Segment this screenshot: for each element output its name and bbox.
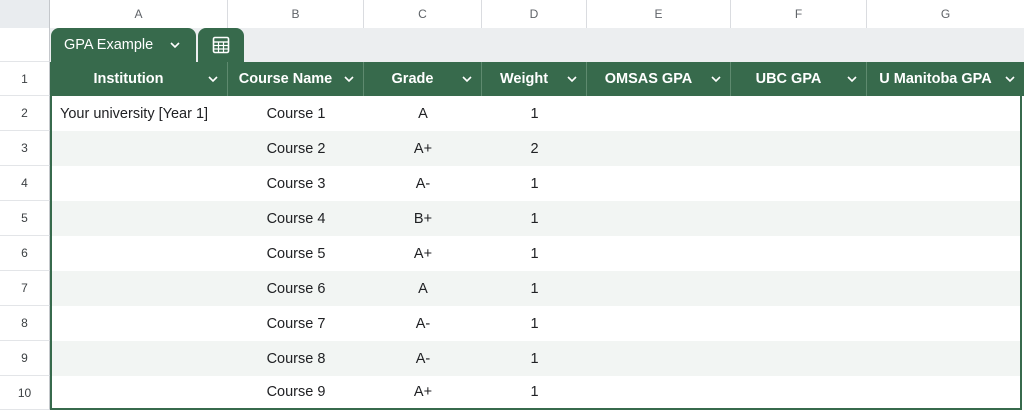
header-grade-label: Grade [391,71,434,87]
chevron-down-icon[interactable] [566,73,578,85]
row-header-4[interactable]: 4 [0,166,50,201]
cell-grade[interactable]: A- [415,315,431,332]
column-header-e[interactable]: E [587,0,731,28]
table-row: Course 4 B+ 1 [52,201,1022,236]
row-header-1[interactable]: 1 [0,62,50,96]
table-name-tab[interactable]: GPA Example [51,28,196,62]
chevron-down-icon[interactable] [710,73,722,85]
table-row: Course 3 A- 1 [52,166,1022,201]
column-header-f[interactable]: F [731,0,867,28]
row-header-blank [0,28,50,62]
cell-course-name[interactable]: Course 4 [266,210,326,227]
row-header-10[interactable]: 10 [0,376,50,410]
cell-course-name[interactable]: Course 6 [266,280,326,297]
header-ubc-gpa[interactable]: UBC GPA [731,62,867,96]
header-institution-label: Institution [93,71,164,87]
header-institution[interactable]: Institution [50,62,228,96]
cell-weight[interactable]: 1 [530,350,539,367]
table-row: Course 7 A- 1 [52,306,1022,341]
table-row: Course 2 A+ 2 [52,131,1022,166]
cell-grade[interactable]: A- [415,350,431,367]
table-row: Course 5 A+ 1 [52,236,1022,271]
row-header-9[interactable]: 9 [0,341,50,376]
cell-course-name[interactable]: Course 1 [266,105,326,122]
table-row: Course 6 A 1 [52,271,1022,306]
cell-weight[interactable]: 1 [530,384,539,400]
table-outline [50,62,1022,410]
header-weight-label: Weight [499,71,549,87]
row-header-5[interactable]: 5 [0,201,50,236]
header-omsas-gpa[interactable]: OMSAS GPA [587,62,731,96]
cell-weight[interactable]: 1 [530,315,539,332]
table-name-label: GPA Example [64,37,154,53]
table-row: Your university [Year 1] Course 1 A 1 [52,96,1022,131]
row-header-3[interactable]: 3 [0,131,50,166]
row-header-7[interactable]: 7 [0,271,50,306]
cell-course-name[interactable]: Course 3 [266,175,326,192]
cell-grade[interactable]: A- [415,175,431,192]
chevron-down-icon[interactable] [343,73,355,85]
table-row: Course 8 A- 1 [52,341,1022,376]
cell-course-name[interactable]: Course 7 [266,315,326,332]
cell-grade[interactable]: A [418,280,428,297]
chevron-down-icon[interactable] [461,73,473,85]
table-header-row: Institution Course Name Grade Weight OMS… [50,62,1024,96]
table-name-band [50,28,1024,62]
column-header-c[interactable]: C [364,0,482,28]
cell-weight[interactable]: 2 [530,140,539,157]
header-ubc-gpa-label: UBC GPA [755,71,822,87]
cell-grade[interactable]: A+ [413,245,433,262]
column-header-a[interactable]: A [50,0,228,28]
cell-weight[interactable]: 1 [530,175,539,192]
row-header-6[interactable]: 6 [0,236,50,271]
table-view-button[interactable] [198,28,244,62]
column-header-bar: A B C D E F G [0,0,1024,29]
cell-course-name[interactable]: Course 2 [266,140,326,157]
cell-grade[interactable]: A+ [413,140,433,157]
row-header-2[interactable]: 2 [0,96,50,131]
chevron-down-icon[interactable] [846,73,858,85]
cell-course-name[interactable]: Course 5 [266,245,326,262]
header-u-manitoba-gpa[interactable]: U Manitoba GPA [867,62,1024,96]
header-course-name-label: Course Name [238,71,333,87]
header-u-manitoba-gpa-label: U Manitoba GPA [879,71,992,87]
table-view-icon [212,36,230,54]
cell-institution[interactable]: Your university [Year 1] [60,105,209,122]
header-weight[interactable]: Weight [482,62,587,96]
column-header-b[interactable]: B [228,0,364,28]
column-header-d[interactable]: D [482,0,587,28]
cell-weight[interactable]: 1 [530,210,539,227]
cell-weight[interactable]: 1 [530,105,539,122]
cell-grade[interactable]: B+ [413,210,433,227]
cell-weight[interactable]: 1 [530,280,539,297]
table-row: Course 9 A+ 1 [52,376,1022,408]
select-all-corner[interactable] [0,0,50,28]
cell-grade[interactable]: A [418,105,428,122]
cell-course-name[interactable]: Course 9 [266,384,326,400]
header-omsas-gpa-label: OMSAS GPA [604,71,693,87]
column-header-g[interactable]: G [940,7,951,21]
header-grade[interactable]: Grade [364,62,482,96]
cell-grade[interactable]: A+ [413,384,433,400]
chevron-down-icon[interactable] [1004,73,1016,85]
header-course-name[interactable]: Course Name [228,62,364,96]
cell-course-name[interactable]: Course 8 [266,350,326,367]
row-header-8[interactable]: 8 [0,306,50,341]
cell-weight[interactable]: 1 [530,245,539,262]
chevron-down-icon[interactable] [207,73,219,85]
chevron-down-icon [170,42,180,49]
